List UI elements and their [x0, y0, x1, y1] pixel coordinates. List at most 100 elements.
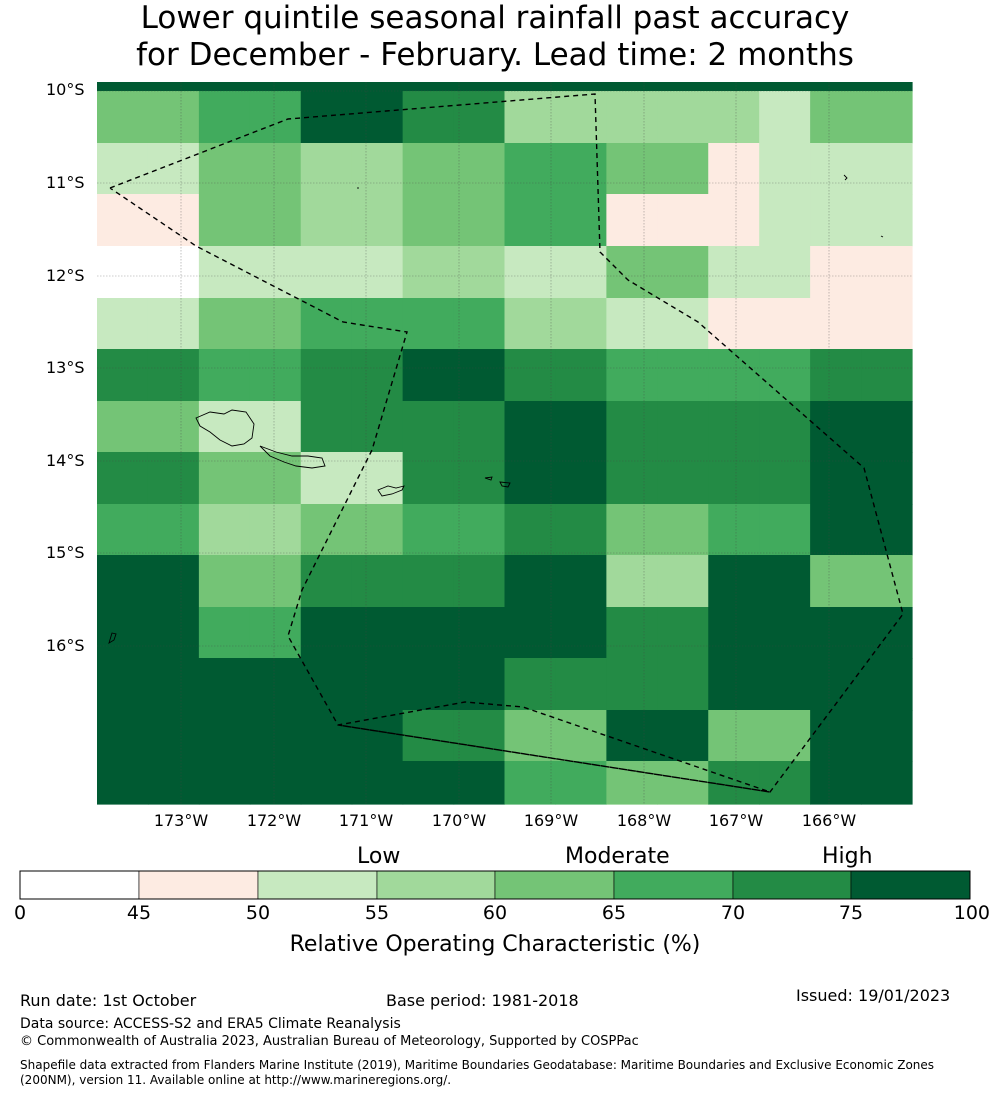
grid-cell: [657, 658, 709, 711]
grid-cell: [606, 710, 658, 762]
grid-cell: [810, 298, 862, 350]
grid-cell: [606, 607, 658, 659]
grid-cell: [249, 710, 302, 762]
grid-cell: [198, 504, 251, 556]
grid-cell: [198, 194, 251, 247]
grid-cell: [759, 658, 811, 711]
lat-label-10s: 10°S: [46, 80, 85, 99]
colorbar-title: Relative Operating Characteristic (%): [289, 932, 701, 957]
grid-cell: [300, 91, 353, 144]
grid-cell: [402, 349, 455, 402]
grid-cell: [300, 607, 353, 659]
grid-cell: [402, 82, 455, 92]
grid-cell: [708, 401, 760, 453]
grid-cell: [147, 349, 200, 402]
grid-cell: [555, 91, 607, 144]
grid-cell: [759, 246, 811, 299]
grid-cell: [759, 194, 811, 247]
grid-cell: [708, 298, 760, 350]
grid-cell: [453, 607, 506, 659]
grid-cell: [249, 349, 302, 402]
colorbar-tick-45: 45: [126, 902, 152, 924]
map-title: Lower quintile seasonal rainfall past ac…: [0, 0, 990, 74]
colorbar: [19, 870, 971, 900]
grid-cell: [555, 452, 607, 505]
lon-label-167w: 167°W: [708, 811, 764, 830]
grid-cell: [861, 82, 913, 92]
grid-cell: [97, 761, 149, 805]
legend-category-low: Low: [357, 844, 401, 869]
grid-cell: [249, 91, 302, 144]
grid-cell: [300, 761, 353, 805]
grid-cell: [147, 452, 200, 505]
islands: [108, 174, 884, 644]
grid-cell: [657, 298, 709, 350]
grid-cell: [198, 658, 251, 711]
grid-cell: [657, 761, 709, 805]
grid-cell: [504, 761, 557, 805]
grid-cell: [97, 298, 149, 350]
grid-cell: [453, 555, 506, 608]
grid-cell: [810, 710, 862, 762]
colorbar-frame: [19, 870, 971, 900]
grid-cell: [657, 246, 709, 299]
grid-cell: [657, 349, 709, 402]
grid-cell: [97, 452, 149, 505]
grid-cell: [861, 401, 913, 453]
grid-cell: [861, 504, 913, 556]
grid-cell: [555, 555, 607, 608]
lat-label-16s: 16°S: [46, 636, 85, 655]
grid-cell: [708, 710, 760, 762]
grid-cell: [249, 82, 302, 92]
grid-cell: [555, 761, 607, 805]
grid-cell: [810, 504, 862, 556]
grid-cell: [198, 349, 251, 402]
grid-cell: [300, 555, 353, 608]
colorbar-segment-0-45: [19, 870, 140, 900]
grid-cell: [606, 82, 658, 92]
lon-label-169w: 169°W: [523, 811, 579, 830]
grid-cell: [351, 555, 404, 608]
grid-cell: [402, 607, 455, 659]
wallis-island-outline: [108, 632, 117, 644]
grid-cell: [453, 143, 506, 195]
grid-cell: [97, 91, 149, 144]
grid-cell: [402, 761, 455, 805]
colorbar-segment-75-100: [850, 870, 971, 900]
grid-cell: [657, 143, 709, 195]
grid-cell: [147, 82, 200, 92]
issued-date: Issued: 19/01/2023: [796, 986, 951, 1005]
grid-cell: [147, 710, 200, 762]
grid-cell: [402, 452, 455, 505]
grid-cell: [606, 194, 658, 247]
grid-cell: [759, 710, 811, 762]
grid-cell: [300, 82, 353, 92]
grid-cell: [861, 452, 913, 505]
grid-cell: [198, 298, 251, 350]
grid-cell: [249, 761, 302, 805]
grid-cell: [351, 246, 404, 299]
grid-cell: [198, 710, 251, 762]
grid-cell: [504, 349, 557, 402]
manua-island-outline-1: [484, 476, 493, 481]
grid-cell: [555, 82, 607, 92]
grid-cell: [555, 504, 607, 556]
grid-cell: [300, 298, 353, 350]
grid-cell: [300, 349, 353, 402]
grid-cell: [147, 401, 200, 453]
grid-cell: [861, 658, 913, 711]
grid-cell: [606, 246, 658, 299]
shapefile-credit-line-1: Shapefile data extracted from Flanders M…: [20, 1058, 935, 1072]
grid-cell: [300, 504, 353, 556]
lon-label-166w: 166°W: [801, 811, 857, 830]
grid-cell: [810, 82, 862, 92]
grid-cell: [504, 607, 557, 659]
grid-cell: [708, 349, 760, 402]
grid-cell: [504, 401, 557, 453]
grid-cell: [759, 349, 811, 402]
grid-cell: [300, 452, 353, 505]
grid-cell: [759, 82, 811, 92]
grid-cell: [504, 194, 557, 247]
grid-cell: [810, 246, 862, 299]
